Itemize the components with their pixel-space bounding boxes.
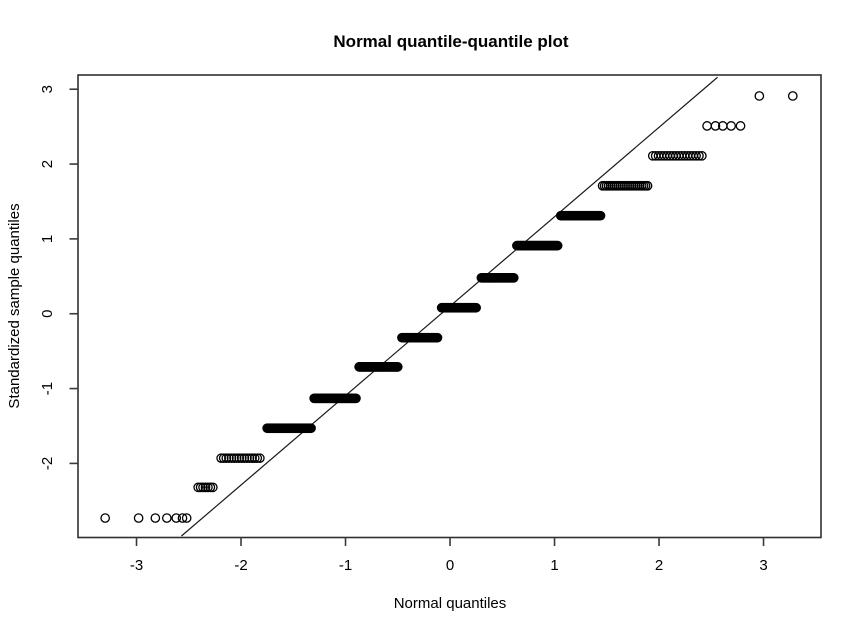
qq-point xyxy=(224,453,234,464)
x-axis-label: Normal quantiles xyxy=(394,595,507,612)
qq-point xyxy=(205,482,216,493)
qq-point xyxy=(249,453,260,464)
qq-point xyxy=(726,121,736,131)
qq-point xyxy=(229,453,239,464)
qq-band xyxy=(100,513,192,523)
qq-point xyxy=(471,302,481,313)
qq-point xyxy=(508,272,519,283)
qq-point xyxy=(247,453,257,464)
x-tick-label: -2 xyxy=(234,557,247,574)
qq-band xyxy=(476,272,519,283)
qq-point xyxy=(218,453,229,464)
qq-point xyxy=(207,482,218,493)
qq-point xyxy=(642,180,653,191)
y-tick-label: -1 xyxy=(39,382,56,395)
qq-point xyxy=(200,482,211,493)
qq-band xyxy=(597,180,653,191)
qq-point xyxy=(244,453,255,464)
qq-band xyxy=(193,482,218,493)
qq-point xyxy=(181,513,192,523)
y-tick-label: 1 xyxy=(39,235,56,243)
qq-point xyxy=(231,453,242,464)
qq-point xyxy=(161,513,172,523)
qq-point xyxy=(171,513,182,523)
qq-point xyxy=(595,210,606,221)
qq-point xyxy=(432,332,443,343)
qq-point xyxy=(133,513,144,523)
chart-title: Normal quantile-quantile plot xyxy=(333,32,569,51)
qq-point xyxy=(198,482,208,493)
qq-band xyxy=(216,453,265,464)
qq-point xyxy=(697,150,707,161)
qq-band xyxy=(262,423,316,434)
qq-point xyxy=(100,513,111,523)
qq-band xyxy=(436,302,481,313)
qq-point xyxy=(221,453,232,464)
y-tick-label: 3 xyxy=(39,85,56,93)
y-axis-ticks: -2 -1 0 1 2 3 xyxy=(39,85,78,470)
qq-point xyxy=(234,453,245,464)
x-axis-ticks: -3 -2 -1 0 1 2 3 xyxy=(130,537,768,574)
qq-point xyxy=(306,423,316,434)
qq-point xyxy=(552,240,563,251)
x-tick-label: 1 xyxy=(550,557,558,574)
qq-point xyxy=(193,482,204,493)
qq-band xyxy=(397,332,443,343)
qq-point xyxy=(203,482,213,493)
qq-point xyxy=(754,91,765,101)
qq-point xyxy=(150,513,161,523)
qq-band xyxy=(555,210,606,221)
qq-band xyxy=(512,240,563,251)
qq-point xyxy=(710,121,721,131)
qq-point xyxy=(735,121,746,131)
qq-point xyxy=(351,393,361,404)
qq-point xyxy=(242,453,252,464)
qq-point xyxy=(195,482,206,493)
qq-band xyxy=(354,362,403,372)
y-tick-label: -2 xyxy=(39,457,56,470)
qq-point xyxy=(254,453,265,464)
qq-point xyxy=(177,513,188,523)
x-tick-label: 2 xyxy=(655,557,663,574)
qq-point xyxy=(216,453,227,464)
qq-point xyxy=(787,91,798,101)
y-tick-label: 2 xyxy=(39,160,56,168)
x-tick-label: 0 xyxy=(446,557,454,574)
x-tick-label: -3 xyxy=(130,557,143,574)
qq-band xyxy=(754,91,798,101)
qq-band xyxy=(647,150,707,161)
y-axis-label: Standardized sample quantiles xyxy=(6,203,23,408)
qq-point xyxy=(239,453,250,464)
qq-point xyxy=(691,150,701,161)
x-tick-label: -1 xyxy=(339,557,352,574)
qq-points-group xyxy=(100,91,798,523)
y-tick-label: 0 xyxy=(39,310,56,318)
qq-point xyxy=(226,453,237,464)
qq-band xyxy=(309,393,361,404)
qq-band xyxy=(702,121,746,131)
qq-point xyxy=(236,453,247,464)
qq-point xyxy=(252,453,263,464)
x-tick-label: 3 xyxy=(759,557,767,574)
qq-point xyxy=(392,362,403,372)
qq-point xyxy=(694,150,704,161)
